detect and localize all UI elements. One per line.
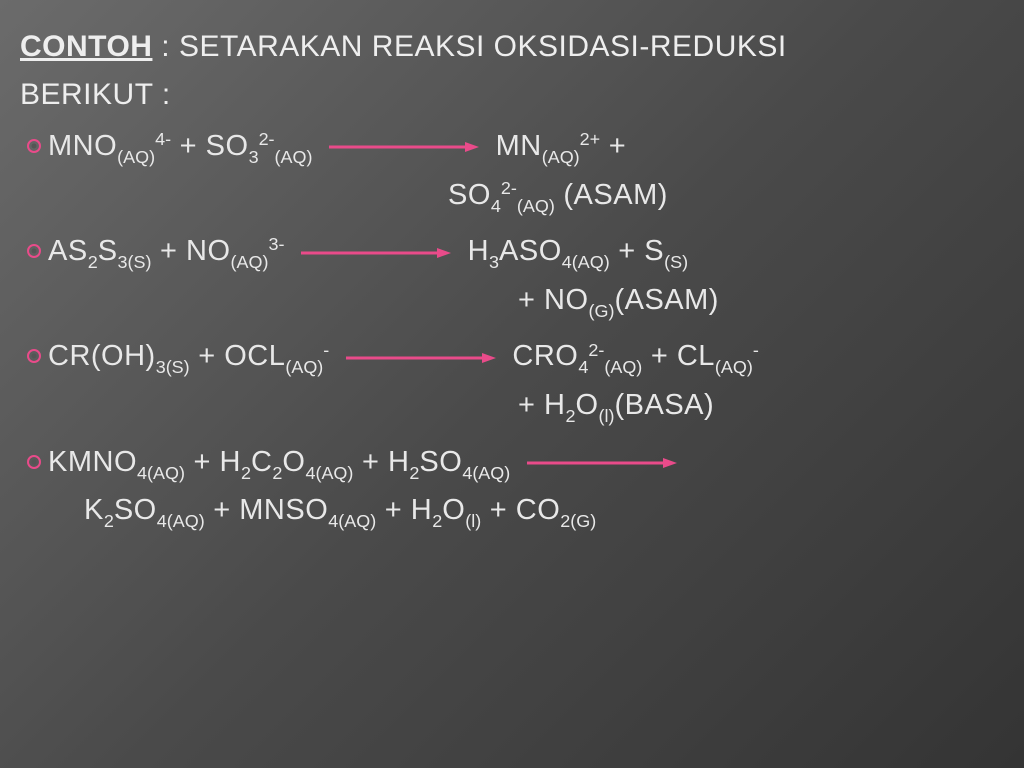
heading-rest: : SETARAKAN REAKSI OKSIDASI-REDUKSI	[152, 30, 786, 63]
contoh-label: CONTOH	[20, 30, 152, 63]
equation-3-continuation: + H2O(l)(BASA)	[48, 385, 1004, 426]
equation-1-continuation: SO42-(AQ) (ASAM)	[48, 175, 1004, 216]
equation-4-continuation: K2SO4(AQ) + MNSO4(AQ) + H2O(l) + CO2(G)	[48, 490, 1004, 531]
example-heading-line2: BERIKUT :	[20, 78, 1004, 112]
equation-3: CR(OH)3(S) + OCL(AQ)- CRO42-(AQ) + CL(AQ…	[20, 336, 1004, 377]
reaction-arrow	[301, 246, 451, 260]
equation-2: AS2S3(S) + NO(AQ)3- H3ASO4(AQ) + S(S)	[20, 231, 1004, 272]
reaction-arrow	[527, 456, 677, 470]
equation-2-content: AS2S3(S) + NO(AQ)3- H3ASO4(AQ) + S(S)	[48, 231, 1004, 272]
bullet-icon	[20, 442, 48, 482]
reaction-arrow	[346, 351, 496, 365]
equation-1: MNO(AQ)4- + SO32-(AQ) MN(AQ)2+ +	[20, 126, 1004, 167]
equation-4-content: KMNO4(AQ) + H2C2O4(AQ) + H2SO4(AQ)	[48, 442, 1004, 483]
bullet-icon	[20, 126, 48, 166]
example-heading: CONTOH : SETARAKAN REAKSI OKSIDASI-REDUK…	[20, 30, 1004, 64]
equation-3-content: CR(OH)3(S) + OCL(AQ)- CRO42-(AQ) + CL(AQ…	[48, 336, 1004, 377]
equation-1-content: MNO(AQ)4- + SO32-(AQ) MN(AQ)2+ +	[48, 126, 1004, 167]
bullet-icon	[20, 231, 48, 271]
bullet-icon	[20, 336, 48, 376]
equation-2-continuation: + NO(G)(ASAM)	[48, 280, 1004, 321]
equation-4: KMNO4(AQ) + H2C2O4(AQ) + H2SO4(AQ)	[20, 442, 1004, 483]
reaction-arrow	[329, 140, 479, 154]
